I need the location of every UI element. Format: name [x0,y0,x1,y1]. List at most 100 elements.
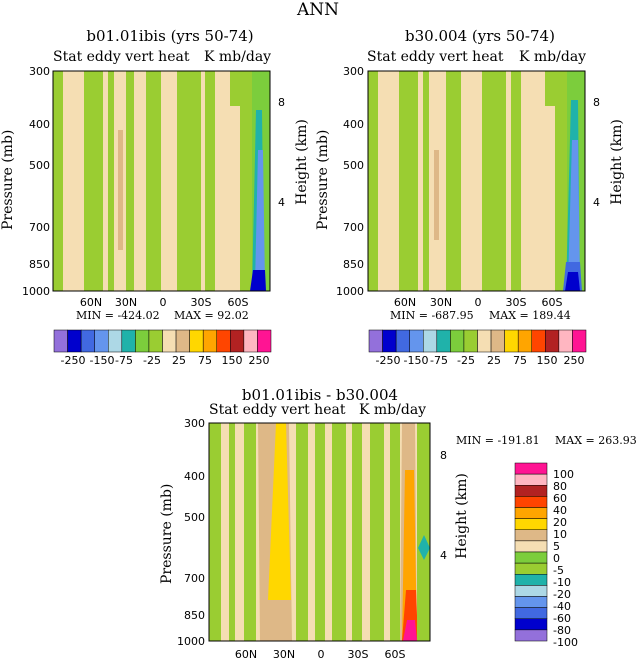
colorbar-label: -75 [115,354,133,367]
y-tick-label: 500 [184,511,205,524]
panel3-plot [208,422,431,642]
y-tick-label: 700 [343,221,364,234]
panel1-core [255,150,265,285]
panel2-band [399,71,418,291]
y2-tick-label: 4 [440,549,447,562]
y-tick-label: 300 [343,65,364,78]
panel3-min-label: MIN = -191.81 [456,434,540,447]
colorbar-swatch [514,596,548,608]
colorbar-label: -20 [553,588,571,601]
colorbar-label: 20 [553,516,567,529]
x-tick-label: 30N [115,296,137,309]
y-tick-label: 850 [343,258,364,271]
x-tick-label: 60N [235,648,257,661]
panel1-patch [118,130,123,250]
colorbar-label: 250 [249,354,270,367]
panel1-frame [52,70,271,292]
colorbar-swatch [514,618,548,631]
panel1-band [84,71,103,291]
panel1-min-label: MIN = -424.02 [76,309,160,322]
y-tick-label: 400 [29,118,50,131]
panel3-core [268,423,291,600]
colorbar-swatch [514,629,548,642]
panel3-colorbar [514,462,548,642]
x-tick-label: 60S [542,296,563,309]
y2-tick-label: 8 [278,96,285,109]
y-tick-label: 700 [184,572,205,585]
panel2-axes: 300 400 500 700 850 1000 8 4 60N 30N 0 3… [336,65,600,309]
colorbar-label: -250 [376,354,401,367]
panel3-band [229,423,235,641]
panel2-band [423,71,429,291]
panel2-frame [367,70,586,292]
y-tick-label: 1000 [177,635,205,648]
y2-tick-label: 4 [278,196,285,209]
colorbar-label: 100 [553,468,574,481]
panel3-band [390,423,400,641]
colorbar-label: 250 [564,354,585,367]
panel2-min-label: MIN = -687.95 [390,309,474,322]
colorbar-label: -5 [553,564,564,577]
y2-tick-label: 8 [593,96,600,109]
x-tick-label: 0 [318,648,325,661]
x-tick-label: 30N [430,296,452,309]
panel3-patch [418,535,430,560]
panel1-max-label: MAX = 92.02 [174,309,249,322]
colorbar-label: -75 [430,354,448,367]
colorbar-label: 0 [553,552,560,565]
colorbar-swatch [572,329,587,353]
colorbar-swatch [514,551,548,564]
y2-tick-label: 4 [593,196,600,209]
panel3-axes: 300 400 500 700 850 1000 8 4 60N 30N 0 3… [177,417,447,661]
panel2-subtitle-left: Stat eddy vert heat [367,49,504,65]
panel2-colorbar [368,329,587,353]
panel1-band [53,71,63,291]
colorbar-swatch [514,562,548,575]
page-title: ANN [296,0,340,20]
panel3-colorbar-labels: 100 80 60 40 20 10 5 0 -5 -10 -20 -40 -6… [553,468,578,649]
panel1-plot [52,70,271,292]
colorbar-swatch [514,585,548,597]
panel3-band [315,423,325,641]
panel2-band [511,71,521,291]
panel1-subtitle-right: K mb/day [204,49,272,65]
colorbar-swatch [514,462,548,475]
panel3-subtitle-left: Stat eddy vert heat [209,402,346,418]
panel3-frame [208,422,431,642]
x-tick-label: 60S [385,648,406,661]
panel1-axes: 300 400 500 700 850 1000 8 4 60N 30N 0 3… [22,65,285,309]
colorbar-label: -25 [143,354,161,367]
x-tick-label: 60S [228,296,249,309]
panel1-band [205,71,215,291]
y2-tick-label: 8 [440,449,447,462]
panel1-core [250,270,266,291]
colorbar-label: -100 [553,636,578,649]
colorbar-swatch [257,329,272,353]
x-tick-label: 0 [475,296,482,309]
panel2-colorbar-labels: -250 -150 -75 -25 25 75 150 250 [376,354,585,367]
colorbar-swatch [514,507,548,519]
y-tick-label: 850 [184,609,205,622]
colorbar-label: -150 [90,354,115,367]
y-tick-label: 1000 [336,285,364,298]
panel2-title: b30.004 (yrs 50-74) [405,27,555,45]
colorbar-swatch [514,485,548,497]
panel3-band [370,423,384,641]
panel3-band [296,423,308,641]
x-tick-label: 0 [160,296,167,309]
panel2-max-label: MAX = 189.44 [489,309,571,322]
panel1-band [108,71,114,291]
colorbar-label: -10 [553,576,571,589]
colorbar-label: -60 [553,612,571,625]
colorbar-label: 80 [553,480,567,493]
colorbar-label: 60 [553,492,567,505]
colorbar-label: -250 [61,354,86,367]
x-tick-label: 60N [394,296,416,309]
panel1-band [126,71,134,291]
panel3-core [403,620,417,641]
colorbar-label: 25 [487,354,501,367]
colorbar-label: 150 [537,354,558,367]
